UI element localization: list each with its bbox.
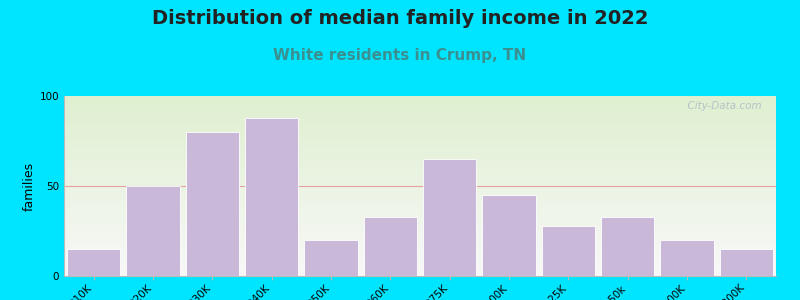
Text: Distribution of median family income in 2022: Distribution of median family income in …: [152, 9, 648, 28]
Bar: [67, 249, 120, 276]
Text: City-Data.com: City-Data.com: [681, 101, 762, 111]
Bar: [660, 240, 714, 276]
Bar: [423, 159, 476, 276]
Bar: [601, 217, 654, 276]
Bar: [720, 249, 773, 276]
Bar: [186, 132, 239, 276]
Bar: [482, 195, 536, 276]
Bar: [364, 217, 417, 276]
Text: White residents in Crump, TN: White residents in Crump, TN: [274, 48, 526, 63]
Bar: [542, 226, 595, 276]
Bar: [126, 186, 180, 276]
Bar: [245, 118, 298, 276]
Y-axis label: families: families: [22, 161, 35, 211]
Bar: [304, 240, 358, 276]
